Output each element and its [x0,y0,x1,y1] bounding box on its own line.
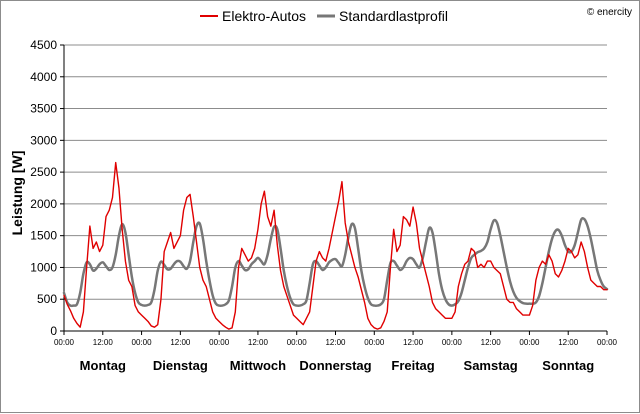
copyright-label: © enercity [587,7,632,18]
y-tick-label: 500 [37,292,57,306]
x-tick-label: 12:00 [481,338,502,347]
day-label: Samstag [464,358,518,373]
day-label: Donnerstag [299,358,371,373]
x-tick-label: 00:00 [442,338,463,347]
day-label: Freitag [391,358,434,373]
x-tick-label: 00:00 [519,338,540,347]
x-tick-label: 12:00 [558,338,579,347]
day-label: Sonntag [542,358,594,373]
legend-label-elektro-autos: Elektro-Autos [222,8,306,24]
y-tick-label: 4000 [30,70,57,84]
series-line-elektro-autos [63,161,608,330]
y-tick-label: 1500 [30,229,57,243]
legend: Elektro-Autos Standardlastprofil [200,8,448,24]
x-tick-label: 12:00 [170,338,191,347]
x-tick-label: 00:00 [54,338,75,347]
day-label: Montag [80,358,126,373]
legend-label-standardlastprofil: Standardlastprofil [339,8,448,24]
day-label: Mittwoch [230,358,286,373]
series-group [62,161,609,330]
x-tick-label: 12:00 [403,338,424,347]
y-tick-label: 3000 [30,133,57,147]
x-tick-label: 00:00 [597,338,618,347]
y-tick-label: 2500 [30,165,57,179]
y-tick-label: 1000 [30,260,57,274]
x-tick-label: 12:00 [325,338,346,347]
y-axis-title: Leistung [W] [9,151,25,236]
axes [60,44,608,335]
x-tick-label: 12:00 [248,338,269,347]
x-tick-label: 00:00 [287,338,308,347]
y-tick-label: 0 [50,324,57,338]
y-tick-label: 3500 [30,102,57,116]
x-tick-label: 00:00 [132,338,153,347]
grid-lines [64,44,607,332]
x-tick-label: 12:00 [93,338,114,347]
x-tick-label: 00:00 [209,338,230,347]
x-tick-label: 00:00 [364,338,385,347]
labels: 0 500 1000 1500 2000 2500 3000 3500 4000 4500 00:0… [9,7,632,373]
y-tick-label: 4500 [30,38,57,52]
series-line-standardlastprofil [62,216,609,308]
y-tick-label: 2000 [30,197,57,211]
day-label: Dienstag [153,358,208,373]
